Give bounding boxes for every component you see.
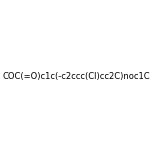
Text: COC(=O)c1c(-c2ccc(Cl)cc2C)noc1C: COC(=O)c1c(-c2ccc(Cl)cc2C)noc1C bbox=[2, 71, 150, 81]
